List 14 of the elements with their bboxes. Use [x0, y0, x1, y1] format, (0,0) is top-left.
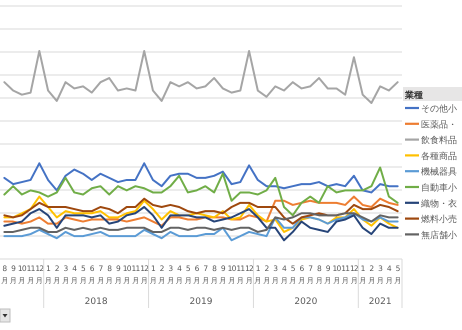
- text: 2018: [84, 297, 108, 307]
- legend-label: その他小: [421, 104, 457, 114]
- text: 2020: [294, 297, 318, 307]
- legend-label: 自動車小: [421, 182, 457, 194]
- text: 2021: [368, 297, 392, 307]
- legend-label: 機械器具: [421, 166, 457, 178]
- legend-label: 各種商品: [421, 150, 457, 162]
- legend-label: 無店舗小: [421, 230, 457, 241]
- legend-label: 燃料小売: [421, 214, 457, 226]
- legend-label: 飲食料品: [421, 135, 457, 146]
- legend-label: 織物・衣: [420, 198, 457, 210]
- text: 2019: [190, 297, 213, 307]
- legend-title: 業種: [404, 90, 423, 101]
- legend-label: 医薬品・: [421, 119, 457, 130]
